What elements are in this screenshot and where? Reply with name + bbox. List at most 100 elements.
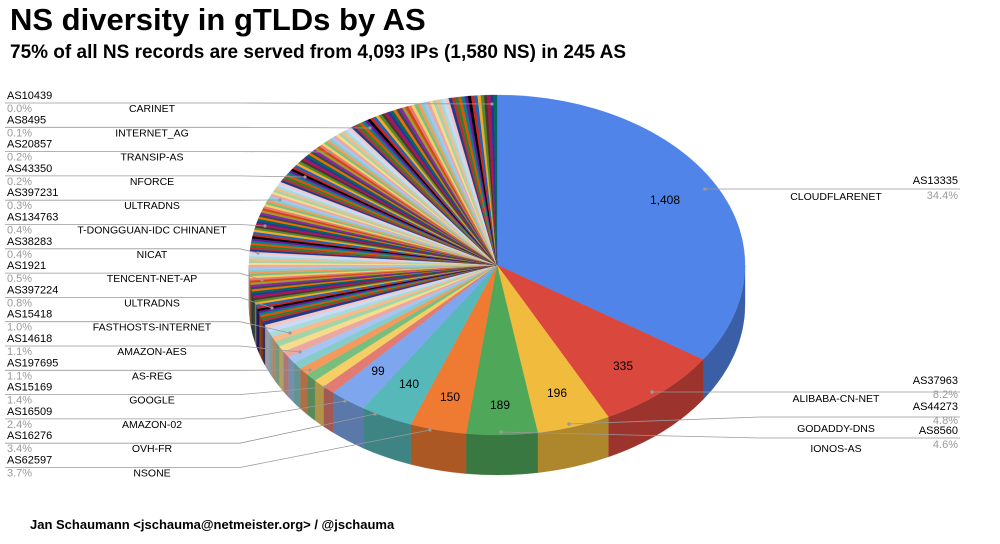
leader-dot-as14618 xyxy=(298,350,302,354)
label-name-as1921: TENCENT-NET-AP xyxy=(107,273,197,285)
label-pct-as38283: 0.4% xyxy=(7,249,32,261)
label-pct-as15169: 1.4% xyxy=(7,395,32,407)
label-as-as397224: AS397224 xyxy=(7,284,58,296)
label-name-as38283: NICAT xyxy=(137,249,168,261)
slice-as13335 xyxy=(496,94,746,360)
label-name-as16276: OVH-FR xyxy=(132,443,173,455)
label-as-as15169: AS15169 xyxy=(7,382,52,394)
label-as-as20857: AS20857 xyxy=(7,139,52,151)
leader-dot-as8495 xyxy=(368,126,372,130)
label-pct-as16509: 2.4% xyxy=(7,419,32,431)
label-as-as16276: AS16276 xyxy=(7,430,52,442)
leader-dot-as20857 xyxy=(328,150,332,154)
value-label-1: 335 xyxy=(613,359,633,373)
label-name-as44273: GODADDY-DNS xyxy=(797,423,875,435)
pie-group xyxy=(248,94,746,476)
label-as-as14618: AS14618 xyxy=(7,333,52,345)
label-name-as8560: IONOS-AS xyxy=(810,443,861,455)
page-subtitle: 75% of all NS records are served from 4,… xyxy=(10,42,627,63)
slice-other-8-side xyxy=(275,340,280,387)
slice-as37963 xyxy=(496,264,704,418)
label-name-as43350: NFORCE xyxy=(130,176,174,188)
leader-line-as134763 xyxy=(5,224,266,227)
leader-dot-as1921 xyxy=(260,278,264,282)
leader-line-as1921 xyxy=(5,272,263,281)
leader-dot-as38283 xyxy=(256,251,260,255)
label-as-as1921: AS1921 xyxy=(7,260,46,272)
leader-line-as14618 xyxy=(5,345,301,353)
label-as-as197695: AS197695 xyxy=(7,357,58,369)
label-name-as15418: FASTHOSTS-INTERNET xyxy=(93,322,212,334)
leader-line-as15418 xyxy=(5,321,291,334)
slice-other-0-side xyxy=(323,386,334,433)
slice-other-159 xyxy=(493,94,498,266)
label-as-as16509: AS16509 xyxy=(7,406,52,418)
leader-line-as8495 xyxy=(5,126,371,129)
slice-other-13-side xyxy=(262,321,266,365)
leader-line-as397224 xyxy=(5,296,273,309)
leader-line-as44273 xyxy=(568,416,960,425)
slice-other-14-side xyxy=(261,319,264,362)
value-label-5: 140 xyxy=(399,377,419,391)
slice-other-9-side xyxy=(272,336,276,382)
label-as-as37963: AS37963 xyxy=(913,375,958,387)
label-as-as15418: AS15418 xyxy=(7,309,52,321)
label-pct-as44273: 4.8% xyxy=(933,415,958,427)
leader-dot-as197695 xyxy=(308,368,312,372)
leader-dot-as16509 xyxy=(343,399,347,403)
leader-dot-as43350 xyxy=(303,175,307,179)
leader-dot-as37963 xyxy=(650,390,654,394)
leader-dot-as13335 xyxy=(703,187,707,191)
leader-dot-as10439 xyxy=(490,102,494,106)
value-label-4: 150 xyxy=(440,390,460,404)
slice-other-12-side xyxy=(264,324,268,370)
label-name-as16509: AMAZON-02 xyxy=(122,419,182,431)
label-as-as62597: AS62597 xyxy=(7,455,52,467)
label-name-as15169: GOOGLE xyxy=(129,395,175,407)
label-pct-as397231: 0.3% xyxy=(7,200,32,212)
label-name-as8495: INTERNET_AG xyxy=(115,127,189,139)
label-as-as8495: AS8495 xyxy=(7,114,46,126)
leader-line-as10439 xyxy=(5,102,493,105)
value-label-3: 189 xyxy=(490,398,510,412)
label-as-as38283: AS38283 xyxy=(7,236,52,248)
value-label-0: 1,408 xyxy=(650,193,680,207)
label-pct-as13335: 34.4% xyxy=(927,190,958,202)
label-as-as8560: AS8560 xyxy=(919,425,958,437)
leader-dot-as16276 xyxy=(373,412,377,416)
leader-dot-as397224 xyxy=(270,306,274,310)
slice-other-4-side xyxy=(293,362,301,409)
label-as-as134763: AS134763 xyxy=(7,212,58,224)
slice-other-15-side xyxy=(260,317,263,360)
leader-dot-as15169 xyxy=(323,385,327,389)
label-pct-as14618: 1.1% xyxy=(7,346,32,358)
leader-dot-as397231 xyxy=(278,198,282,202)
label-pct-as397224: 0.8% xyxy=(7,297,32,309)
leader-dot-as15418 xyxy=(288,331,292,335)
label-as-as44273: AS44273 xyxy=(913,401,958,413)
value-label-2: 196 xyxy=(547,386,567,400)
label-pct-as10439: 0.0% xyxy=(7,103,32,115)
label-name-as20857: TRANSIP-AS xyxy=(120,152,183,164)
label-as-as13335: AS13335 xyxy=(913,175,958,187)
leader-line-as16276 xyxy=(5,413,376,444)
value-label-6: 99 xyxy=(371,364,385,378)
label-pct-as62597: 3.7% xyxy=(7,468,32,480)
slice-other-7-side xyxy=(279,345,284,392)
slice-other-11-side xyxy=(266,327,270,373)
label-pct-as43350: 0.2% xyxy=(7,176,32,188)
label-name-as197695: AS-REG xyxy=(132,370,172,382)
leader-line-as62597 xyxy=(5,429,431,468)
page-title: NS diversity in gTLDs by AS xyxy=(10,2,426,37)
label-name-as397224: ULTRADNS xyxy=(124,297,180,309)
label-pct-as1921: 0.5% xyxy=(7,273,32,285)
leader-line-as8560 xyxy=(500,431,960,439)
label-name-as10439: CARINET xyxy=(129,103,176,115)
label-name-as14618: AMAZON-AES xyxy=(117,346,186,358)
label-as-as397231: AS397231 xyxy=(7,187,58,199)
label-name-as134763: T-DONGGUAN-IDC CHINANET xyxy=(77,225,227,237)
label-pct-as20857: 0.2% xyxy=(7,152,32,164)
label-name-as37963: ALIBABA-CN-NET xyxy=(793,393,881,405)
leader-line-as15169 xyxy=(5,386,326,396)
